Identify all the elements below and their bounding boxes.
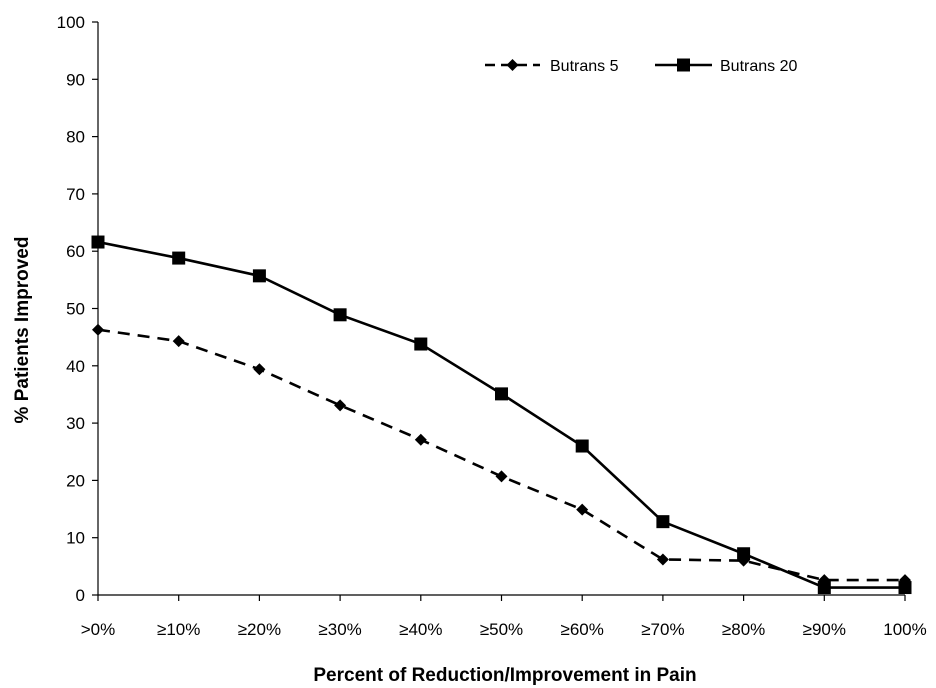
- data-point-butrans-20: [414, 337, 428, 351]
- x-tick-label: 100%: [883, 620, 926, 639]
- data-point-butrans-20: [575, 439, 589, 453]
- data-point-butrans-5: [576, 503, 589, 516]
- data-point-butrans-20: [656, 515, 670, 529]
- data-point-butrans-5: [495, 470, 508, 483]
- y-tick-label: 70: [66, 185, 85, 204]
- data-point-butrans-5: [656, 553, 669, 566]
- data-point-butrans-5: [253, 363, 266, 376]
- x-tick-label: >0%: [81, 620, 116, 639]
- y-tick-label: 20: [66, 471, 85, 490]
- data-point-butrans-20: [495, 387, 508, 401]
- x-axis-title: Percent of Reduction/Improvement in Pain: [313, 665, 696, 686]
- data-point-butrans-20: [817, 581, 831, 595]
- y-tick-label: 10: [66, 529, 85, 548]
- x-tick-label: ≥50%: [480, 620, 523, 639]
- x-tick-label: ≥90%: [803, 620, 846, 639]
- y-tick-label: 0: [76, 586, 85, 605]
- y-tick-label: 30: [66, 414, 85, 433]
- x-tick-label: ≥20%: [238, 620, 281, 639]
- data-point-butrans-20: [898, 581, 912, 595]
- x-tick-label: ≥40%: [399, 620, 442, 639]
- x-tick-label: ≥10%: [157, 620, 200, 639]
- data-point-butrans-20: [333, 308, 347, 322]
- y-tick-label: 60: [66, 242, 85, 261]
- y-tick-label: 50: [66, 300, 85, 319]
- legend-marker-butrans-5: [506, 59, 519, 71]
- series-line-butrans-5: [97, 328, 905, 582]
- x-tick-label: ≥60%: [561, 620, 604, 639]
- series-line-butrans-20: [97, 240, 905, 589]
- data-point-butrans-20: [252, 269, 266, 283]
- data-point-butrans-20: [737, 547, 751, 561]
- data-point-butrans-20: [172, 251, 186, 265]
- data-point-butrans-5: [92, 323, 104, 336]
- legend-label-butrans-5: Butrans 5: [550, 58, 619, 75]
- y-tick-label: 80: [66, 128, 85, 147]
- data-point-butrans-20: [91, 235, 105, 249]
- x-tick-label: ≥30%: [318, 620, 361, 639]
- y-axis-title: % Patients Improved: [12, 237, 33, 424]
- plot-area: 0 10 20 30 40 50 60 70 80 90 100 >0% ≥10% ≥20% ≥30% ≥40…: [57, 13, 927, 639]
- y-tick-label: 100: [57, 13, 85, 32]
- data-point-butrans-5: [414, 433, 427, 446]
- x-tick-label: ≥70%: [641, 620, 684, 639]
- y-tick-label: 40: [66, 357, 85, 376]
- legend-marker-butrans-20: [677, 58, 690, 72]
- legend: Butrans 5 Butrans 20: [485, 58, 797, 75]
- y-tick-label: 90: [66, 70, 85, 89]
- data-point-butrans-5: [334, 399, 347, 412]
- data-point-butrans-5: [172, 335, 185, 348]
- x-tick-label: ≥80%: [722, 620, 765, 639]
- legend-label-butrans-20: Butrans 20: [720, 58, 797, 75]
